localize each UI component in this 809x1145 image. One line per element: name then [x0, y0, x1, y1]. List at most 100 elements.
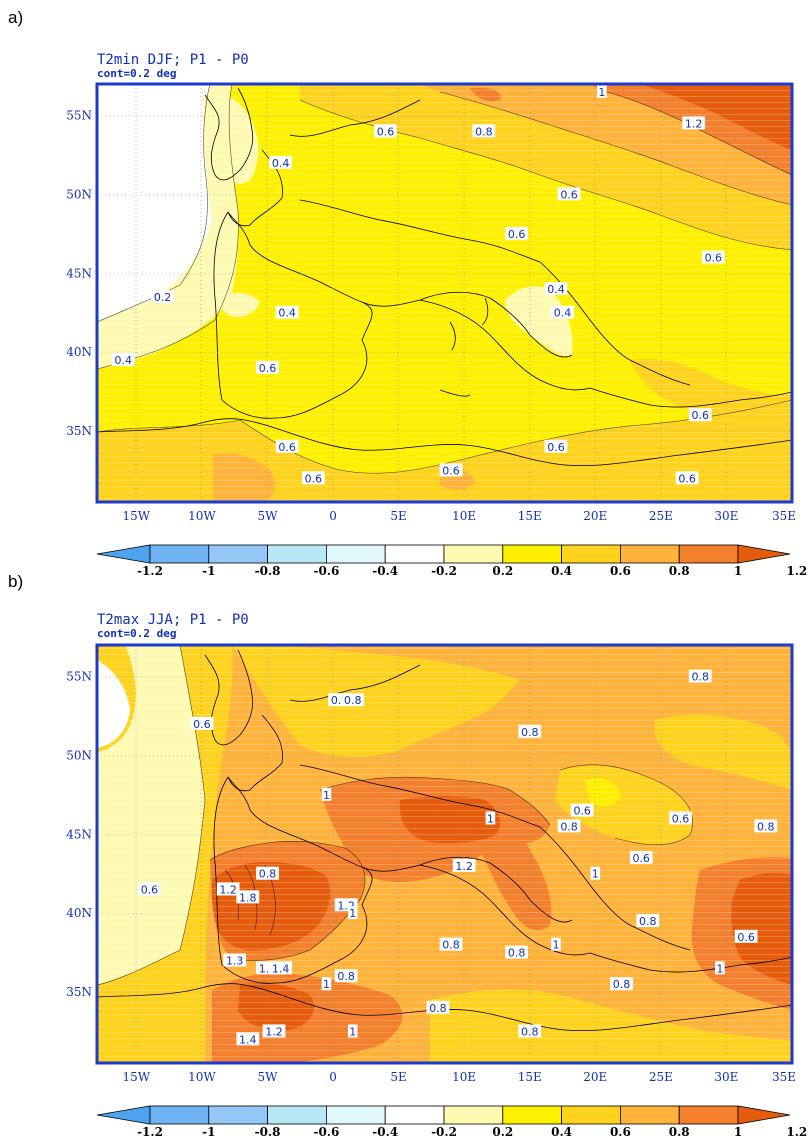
panel-label-a: a): [8, 8, 24, 27]
contour-label: 0.6: [275, 439, 299, 454]
x-tick-label: 15E: [518, 1070, 542, 1084]
x-tick-label: 35E: [772, 509, 796, 523]
contour-label: 0.6: [505, 226, 529, 241]
colorbar-swatch: [678, 1105, 739, 1125]
contour-label: 0.8: [754, 819, 778, 833]
y-axis-b: 35N 40N 45N 50N 55N: [66, 670, 92, 999]
colorbar-swatch: [502, 1105, 562, 1125]
chart-title-a: T2min DJF; P1 - P0 cont=0.2 deg: [97, 52, 249, 80]
field-b-stripes: [97, 645, 792, 1063]
map-panel-a: 0.2 0.4 0.4 0.4 0.6 0.6 0.6 0.6 0.6 0.6 0.6 0.6 0.6 0…: [97, 84, 792, 502]
contour-label-bg: [321, 977, 332, 991]
contour-label: 1: [551, 937, 561, 952]
contour-label-bg: [557, 187, 581, 201]
title-a: T2min DJF; P1 - P0: [97, 52, 249, 68]
contour-label-bg: [636, 914, 660, 928]
subtitle-a: cont=0.2 deg: [97, 67, 177, 80]
y-axis-a: 35N 40N 45N 50N 55N: [66, 109, 92, 438]
contour-label-text: 1.4: [272, 962, 290, 975]
contour-labels-b: 0.60.60.80.80.80.8110.60.80.60.81.20.610…: [138, 669, 778, 1046]
chart-title-b: T2max JJA; P1 - P0 cont=0.2 deg: [97, 612, 249, 640]
contour-label-bg: [341, 693, 365, 707]
contour-label-bg: [334, 969, 358, 983]
contour-label: 0.6: [138, 882, 161, 896]
contour-label: 0.4: [111, 353, 135, 367]
contour-label-bg: [236, 1032, 260, 1046]
contour-label-bg: [138, 882, 161, 896]
contour-label: 0.8: [505, 945, 529, 960]
colorbar-tick-label: 1: [734, 564, 742, 578]
panel-label-b: b): [8, 572, 24, 591]
x-tick-label: 20E: [583, 509, 607, 523]
contour-label: 1: [590, 866, 601, 881]
colorbar-swatch: [149, 1105, 210, 1125]
contour-label-text: 0.8: [521, 1025, 539, 1038]
contour-label: 0.8: [636, 914, 660, 928]
contour-label-text: 0.6: [141, 883, 159, 896]
colorbar-swatch: [443, 1105, 504, 1125]
colorbar-tick-label: 1: [734, 1125, 742, 1139]
contour-label-text: 1: [323, 789, 330, 802]
contour-label: 0.6: [544, 439, 568, 454]
contour-label: 0.6: [374, 124, 397, 138]
y-tick-label: 35N: [66, 985, 92, 999]
contour-label-text: 0.6: [737, 931, 755, 944]
contour-label-text: 0.6: [547, 441, 565, 454]
colorbar-tick-label: 0.2: [492, 564, 513, 578]
contour-label: 0.8: [256, 866, 279, 881]
contour-label: 0.6: [675, 471, 699, 485]
contour-label-bg: [374, 124, 397, 138]
colorbar-swatch: [149, 544, 210, 564]
contour-label: 1: [485, 811, 496, 826]
contour-label: 1: [321, 787, 332, 802]
contour-label-bg: [472, 124, 496, 138]
colorbar-arrow-right: [737, 1105, 791, 1125]
contour-label-bg: [518, 1024, 542, 1038]
contour-label-bg: [688, 669, 712, 683]
colorbar-tick-label: -1: [202, 1125, 215, 1139]
contour-label-bg: [570, 803, 594, 817]
contour-label-text: 0.8: [639, 915, 657, 928]
contour-label-text: 0.8: [691, 671, 709, 684]
contour-label-text: 0.6: [193, 718, 211, 731]
colorbar-tick-label: 0.8: [669, 564, 690, 578]
contour-label: 1: [347, 906, 358, 920]
colorbar-swatch: [620, 544, 680, 564]
contour-label-bg: [439, 937, 463, 951]
contour-label: 1.4: [269, 961, 292, 975]
contour-labels-a: 0.2 0.4 0.4 0.4 0.6 0.6 0.6 0.6 0.6 0.6 0.6 0.6 0.6 0…: [111, 84, 725, 485]
contour-label-text: 0.6: [573, 805, 591, 818]
contour-label-text: 0.4: [547, 283, 565, 296]
contour-label: 0.4: [275, 305, 299, 320]
colorbar-tick-label: -1.2: [137, 564, 163, 578]
contour-label-bg: [321, 787, 332, 801]
contour-label-bg: [505, 226, 529, 240]
x-axis-b: 15W 10W 5W 0 5E 10E 15E 20E 25E 30E 35E: [123, 1070, 796, 1084]
colorbar-tick-label: 0.6: [610, 1125, 631, 1139]
colorbar-tick-label: -0.2: [431, 564, 457, 578]
colorbar-tick-label: -0.6: [313, 564, 339, 578]
contour-label-bg: [551, 305, 574, 319]
contour-label-bg: [269, 155, 292, 169]
contour-label-bg: [223, 953, 247, 967]
x-axis-a: 15W 10W 5W 0 5E 10E 15E 20E 25E 30E 35E: [123, 509, 796, 523]
contour-label: 0.6: [669, 811, 692, 826]
colorbar-swatch: [208, 1105, 269, 1125]
colorbar-swatch: [384, 544, 445, 564]
contour-label: 0.8: [518, 724, 542, 739]
contour-label-bg: [262, 1024, 286, 1038]
colorbar-tick-label: 0.8: [669, 1125, 690, 1139]
contour-label-text: 0.4: [278, 307, 296, 320]
colorbar-swatch: [678, 544, 739, 564]
colorbar-tick-label: -0.8: [255, 1125, 281, 1139]
contour-label-text: 0.4: [554, 307, 572, 320]
contour-label-text: 0.6: [632, 852, 650, 865]
y-tick-label: 45N: [66, 827, 92, 841]
contour-label: 0.8: [439, 937, 463, 952]
contour-label-text: 0.6: [442, 464, 460, 477]
colorbar-tick-label: -0.2: [431, 1125, 457, 1139]
contour-label-text: 0.4: [114, 354, 132, 367]
contour-label: 0.8: [341, 693, 365, 707]
contour-label-text: 1.2: [685, 117, 703, 130]
contour-label-bg: [236, 890, 260, 904]
